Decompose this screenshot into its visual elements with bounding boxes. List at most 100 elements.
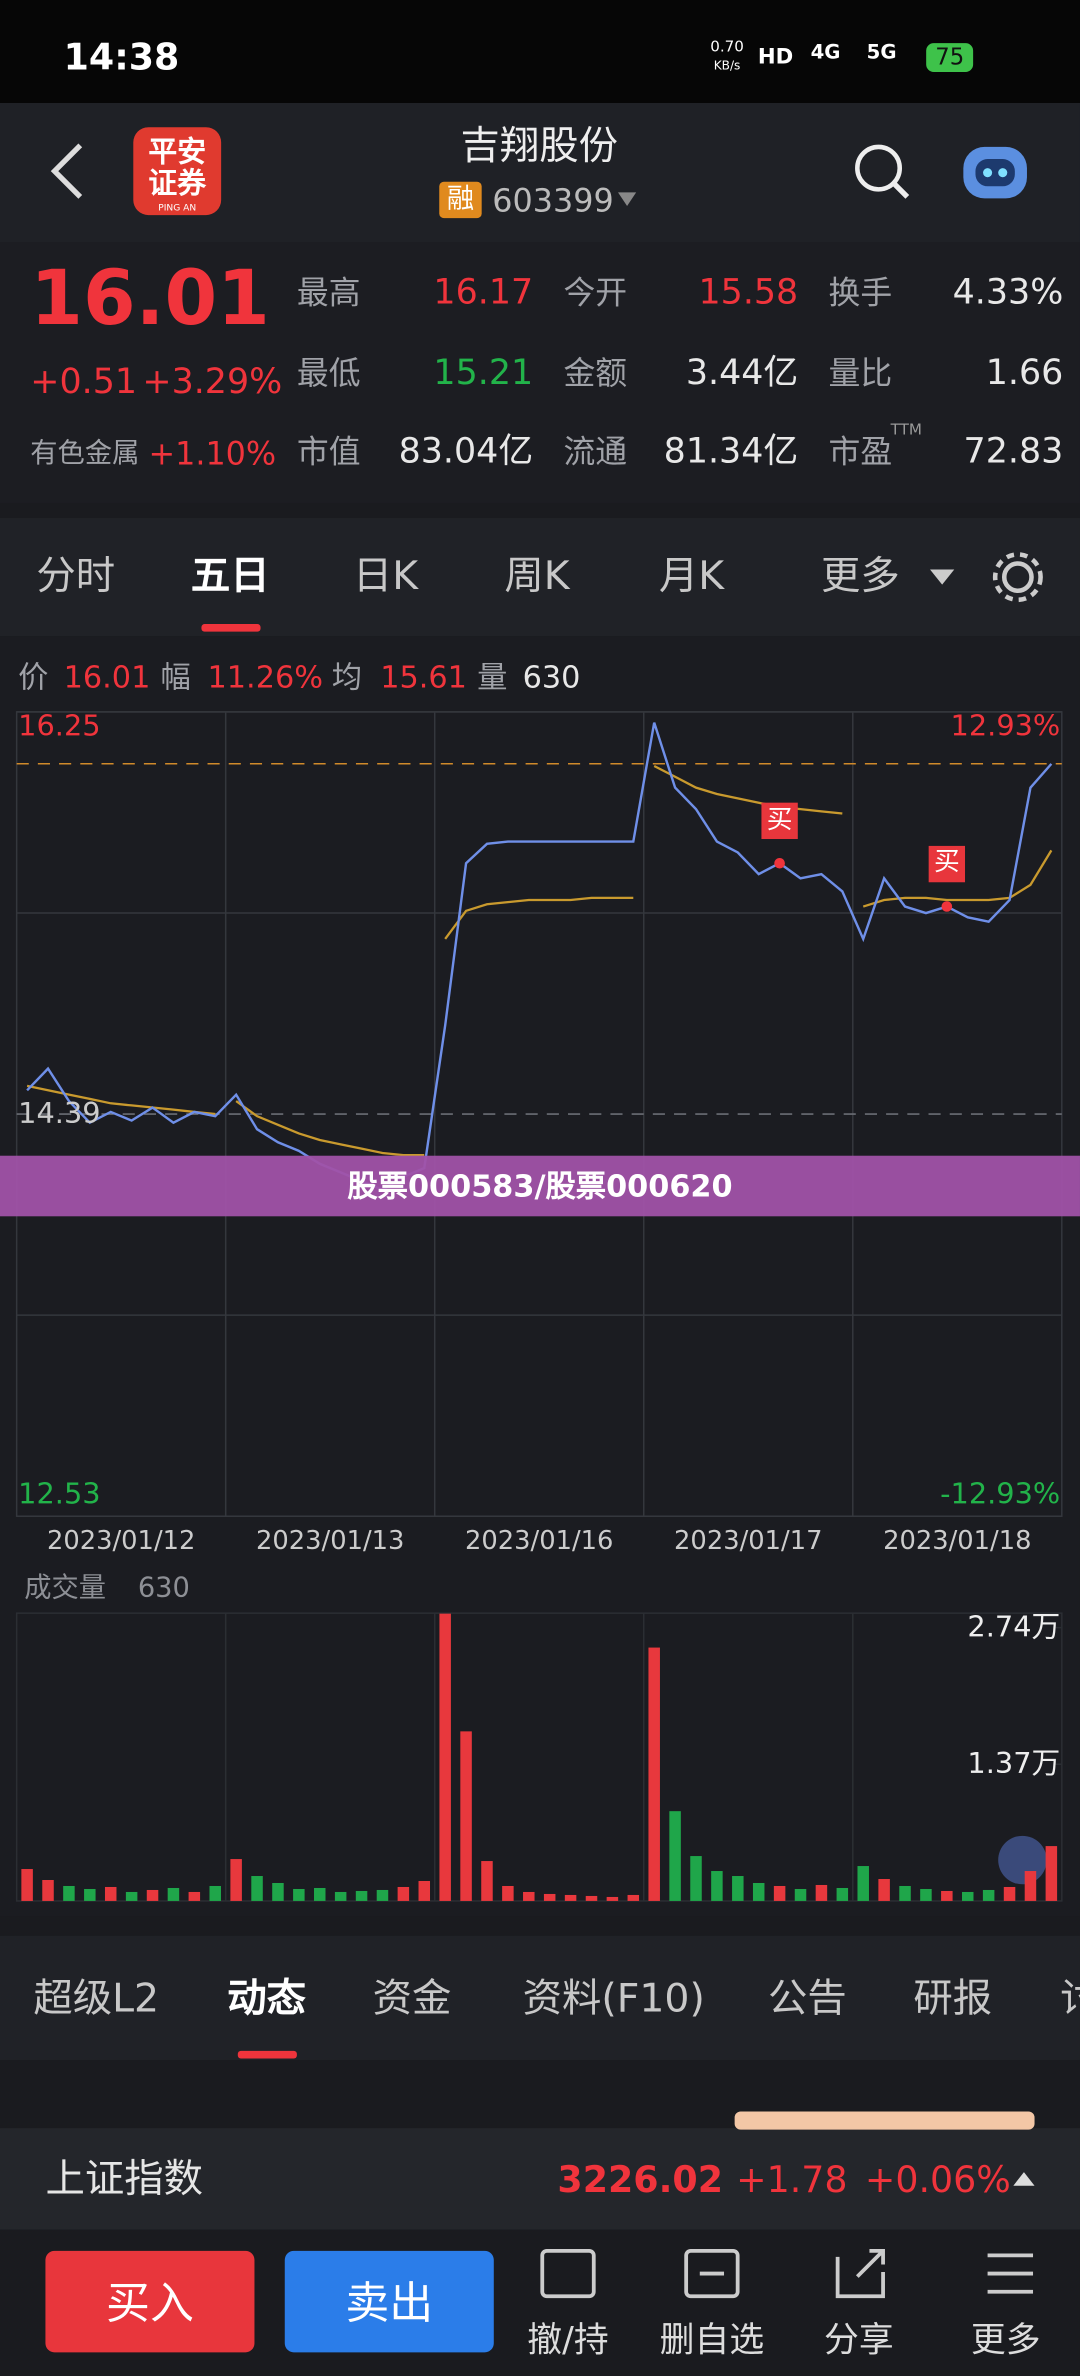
tab-indicator — [201, 624, 261, 632]
buy-label[interactable]: 买入 — [106, 2277, 194, 2329]
volume-bar — [42, 1880, 54, 1901]
volume-bar — [523, 1891, 535, 1901]
news-tab[interactable]: 超级L2 — [33, 1976, 160, 2023]
settings-icon-teeth — [992, 552, 1043, 603]
volume-bar — [878, 1879, 890, 1901]
volume-bar — [836, 1887, 849, 1901]
volume-bar — [648, 1647, 660, 1901]
volume-bar — [857, 1866, 869, 1901]
stat-value: 4.33% — [952, 273, 1064, 313]
action-label[interactable]: 删自选 — [659, 2321, 765, 2361]
summary-value: 11.26% — [207, 658, 324, 696]
settings-icon[interactable] — [1001, 561, 1034, 594]
volume-bar — [606, 1896, 619, 1901]
summary-value: 16.01 — [63, 658, 151, 696]
chart-panel — [0, 636, 1080, 1917]
hd-icon: HD — [757, 45, 794, 70]
expand-icon — [1013, 2172, 1035, 2186]
index-value: 3226.02 — [557, 2158, 723, 2201]
x-tick-label: 2023/01/16 — [465, 1526, 614, 1557]
stat-label: 量比 — [828, 355, 893, 392]
news-tab[interactable]: 讨 — [1060, 1980, 1080, 2019]
volume-bar — [732, 1876, 744, 1901]
average-line — [862, 849, 1053, 908]
volume-bar — [146, 1889, 159, 1901]
action-label[interactable]: 更多 — [970, 2321, 1041, 2361]
buy-button[interactable] — [45, 2250, 255, 2353]
action-label[interactable]: 撤/持 — [527, 2321, 609, 2361]
cancel-icon[interactable] — [540, 2248, 596, 2299]
volume-bar — [982, 1889, 995, 1901]
y2-tick-label: 12.93% — [950, 709, 1061, 743]
stat-label: 金额 — [563, 355, 628, 392]
chart-tab[interactable]: 日K — [352, 554, 419, 600]
quote-panel — [0, 242, 1080, 503]
volume-bar — [961, 1891, 974, 1901]
volume-bar — [920, 1888, 932, 1901]
volume-bar — [899, 1885, 911, 1901]
index-bar — [0, 2128, 1080, 2230]
news-tab[interactable]: 资金 — [372, 1976, 452, 2023]
news-tab[interactable]: 资料(F10) — [522, 1976, 705, 2023]
stat-value: 1.66 — [985, 353, 1064, 394]
remove-icon[interactable] — [684, 2248, 740, 2299]
average-line — [444, 896, 634, 940]
chart-tab[interactable]: 更多 — [820, 554, 900, 600]
average-line — [653, 764, 843, 815]
volume-bar — [63, 1885, 75, 1901]
news-tab[interactable]: 研报 — [913, 1976, 993, 2023]
stat-value: 81.34亿 — [663, 432, 799, 472]
volume-bar — [773, 1885, 786, 1901]
price-line — [26, 722, 1053, 1192]
change: +0.51 — [30, 362, 138, 403]
stat-value: 16.17 — [433, 273, 534, 313]
share-icon[interactable] — [835, 2248, 885, 2299]
volume-bar — [376, 1889, 389, 1901]
x-tick-label: 2023/01/12 — [46, 1526, 196, 1557]
network-icon: 5G — [866, 41, 897, 65]
volume-tick-label: 1.37万 — [967, 1746, 1061, 1781]
chart-tab[interactable]: 五日 — [190, 554, 270, 600]
net-speed: 0.70 — [710, 39, 744, 57]
chart-tab[interactable]: 周K — [504, 554, 570, 600]
stat-label: 换手 — [828, 274, 893, 312]
volume-bar — [209, 1885, 221, 1901]
volume-bar — [460, 1731, 472, 1901]
stat-label: 市值 — [296, 433, 361, 471]
more-icon[interactable] — [987, 2253, 1034, 2294]
volume-bar — [711, 1871, 723, 1901]
summary-value: 630 — [522, 658, 581, 696]
dropdown-icon — [617, 192, 637, 206]
volume-frame — [15, 1612, 1063, 1902]
y-tick-label: 14.39 — [18, 1096, 101, 1130]
chart-tab[interactable]: 分时 — [36, 554, 116, 600]
stat-label: 最低 — [296, 355, 361, 392]
float-icon[interactable] — [998, 1835, 1047, 1885]
sell-button[interactable] — [284, 2250, 494, 2353]
summary-label: 量 — [477, 658, 508, 696]
signal-badge — [761, 802, 798, 840]
action-label[interactable]: 分享 — [823, 2321, 894, 2361]
tab-indicator — [237, 2050, 297, 2059]
average-line — [26, 1084, 216, 1116]
stat-value: 15.58 — [698, 273, 799, 313]
summary-label: 幅 — [160, 658, 191, 696]
search-icon[interactable] — [855, 144, 903, 192]
sector-change: +1.10% — [148, 435, 277, 472]
index-change: +1.78 — [736, 2158, 848, 2201]
logo-text: 证券 — [148, 167, 207, 201]
volume-tick-label: 2.74万 — [967, 1610, 1061, 1644]
logo-sub: PING AN — [158, 202, 197, 214]
y-tick-label: 16.25 — [18, 709, 101, 743]
chart-tab[interactable]: 月K — [658, 554, 725, 600]
volume-bar — [941, 1890, 953, 1901]
volume-bar — [418, 1880, 431, 1901]
back-icon[interactable] — [50, 143, 83, 199]
y-tick-label: 12.53 — [18, 1477, 101, 1511]
change-pct: +3.29% — [142, 362, 283, 403]
sell-label[interactable]: 卖出 — [345, 2277, 434, 2329]
news-tab[interactable]: 动态 — [227, 1976, 306, 2023]
clock: 14:38 — [63, 36, 180, 79]
news-tab[interactable]: 公告 — [767, 1976, 847, 2023]
